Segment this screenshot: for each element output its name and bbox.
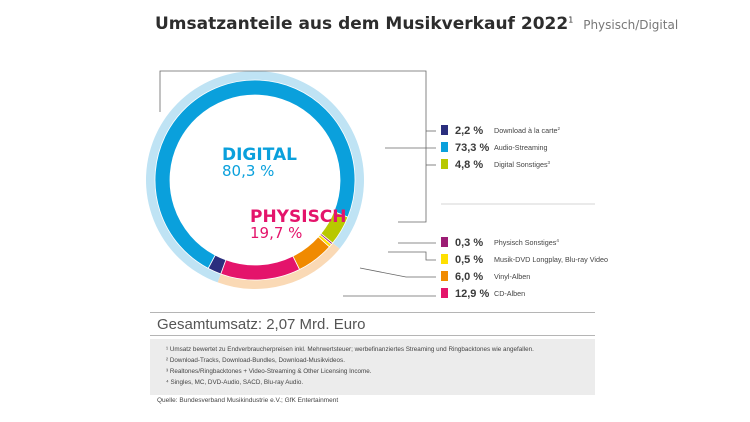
donut-background (155, 80, 355, 280)
center-value-digital: 80,3 % (222, 162, 274, 180)
footnote-4: ⁴ Singles, MC, DVD-Audio, SACD, Blu-ray … (166, 379, 304, 386)
footnote-1: ¹ Umsatz bewertet zu Endverbraucherpreis… (166, 346, 534, 353)
title-footnote-mark: 1 (568, 15, 574, 25)
legend-swatch-download-la-carte (441, 125, 448, 135)
legend-label-audio-streaming: Audio-Streaming (494, 143, 548, 152)
legend-swatch-cd-alben (441, 288, 448, 298)
legend-value-digital-sonstiges: 4,8 % (455, 159, 483, 171)
legend-swatch-digital-sonstiges (441, 159, 448, 169)
physisch-outer-band (217, 243, 340, 289)
leader-vinyl (359, 267, 436, 278)
legend-value-physisch-sonstiges: 0,3 % (455, 237, 483, 249)
legend-label-download-la-carte: Download à la carte2 (494, 126, 561, 135)
legend-label-vinyl-alben: Vinyl-Alben (494, 272, 530, 281)
leader-digital-bracket (159, 70, 427, 223)
slice-audio-streaming (154, 79, 356, 269)
footnotes-box (150, 339, 595, 395)
total-revenue: Gesamtumsatz: 2,07 Mrd. Euro (157, 316, 366, 333)
legend-value-cd-alben: 12,9 % (455, 288, 489, 300)
legend-label-digital-sonstiges: Digital Sonstiges3 (494, 160, 551, 169)
legend-label-musik-dvd-longplay-blu-ray-video: Musik-DVD Longplay, Blu-ray Video (494, 255, 608, 264)
legend-value-download-la-carte: 2,2 % (455, 125, 483, 137)
legend-swatch-physisch-sonstiges (441, 237, 448, 247)
footnote-3: ³ Realtones/Ringbacktones + Video-Stream… (166, 368, 372, 375)
title-main: Umsatzanteile aus dem Musikverkauf 2022 (155, 14, 569, 34)
slice-cd-alben (220, 255, 301, 281)
legend-value-vinyl-alben: 6,0 % (455, 271, 483, 283)
legend-swatch-audio-streaming (441, 142, 448, 152)
leader-dvd (388, 251, 436, 261)
center-label-digital: DIGITAL (222, 145, 297, 165)
legend-value-musik-dvd-longplay-blu-ray-video: 0,5 % (455, 254, 483, 266)
legend-label-physisch-sonstiges: Physisch Sonstiges4 (494, 238, 559, 247)
chart-title: Umsatzanteile aus dem Musikverkauf 20221… (155, 14, 678, 34)
divider-top (150, 312, 595, 313)
center-value-physisch: 19,7 % (250, 224, 302, 242)
center-label-physisch: PHYSISCH (250, 207, 347, 227)
legend-swatch-musik-dvd-longplay-blu-ray-video (441, 254, 448, 264)
source-line: Quelle: Bundesverband Musikindustrie e.V… (157, 397, 339, 404)
divider-bottom (150, 335, 595, 336)
legend-swatch-vinyl-alben (441, 271, 448, 281)
title-subtitle: Physisch/Digital (583, 18, 679, 32)
legend-label-cd-alben: CD-Alben (494, 289, 525, 298)
footnote-2: ² Download-Tracks, Download-Bundles, Dow… (166, 357, 345, 364)
legend-value-audio-streaming: 73,3 % (455, 142, 489, 154)
